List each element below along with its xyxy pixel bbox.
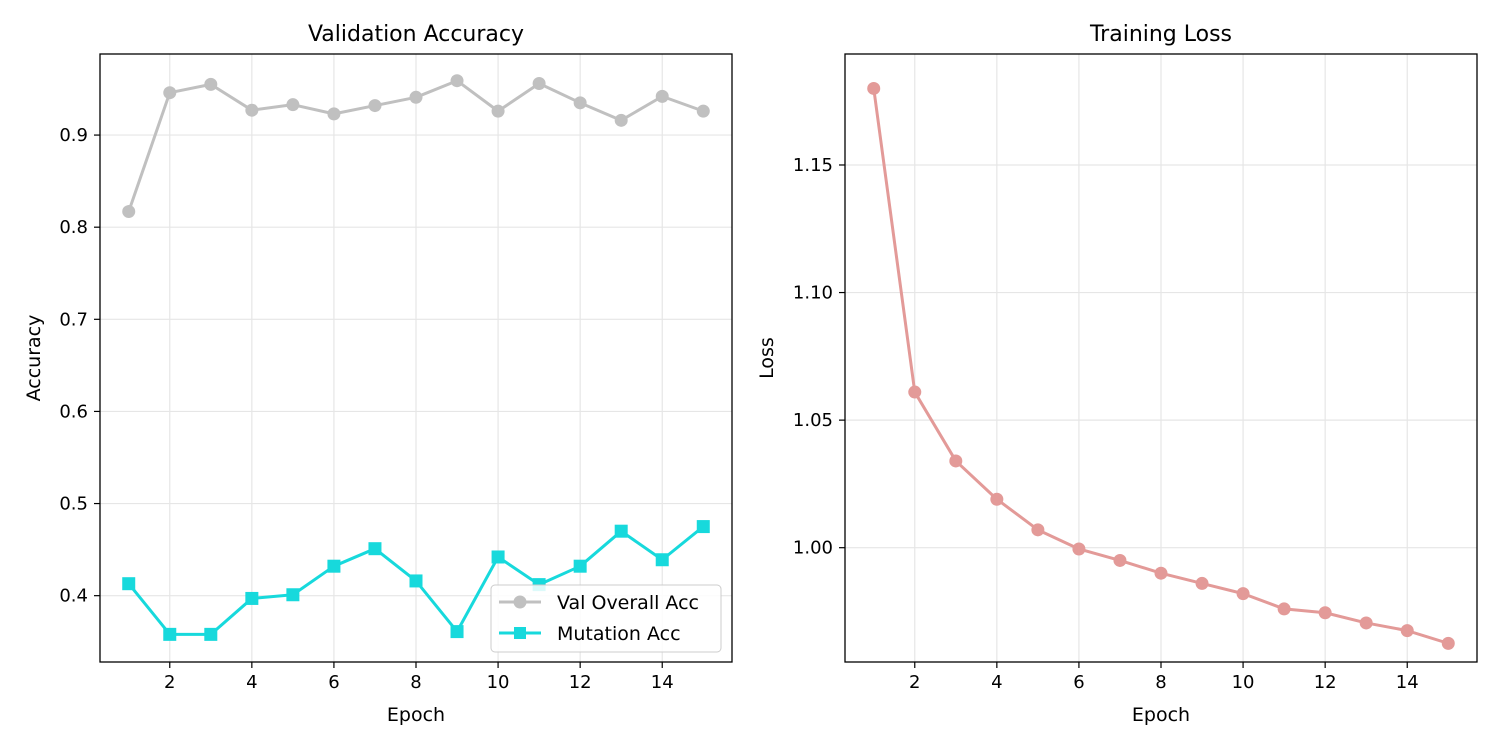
data-point: [696, 104, 710, 118]
data-point: [163, 86, 177, 100]
data-point: [1072, 542, 1086, 556]
data-point: [368, 99, 382, 113]
data-point: [908, 385, 922, 399]
x-tick-label: 10: [1232, 672, 1255, 693]
x-tick-label: 8: [1155, 672, 1166, 693]
accuracy-x-axis-label: Epoch: [387, 704, 445, 726]
legend-label-val-overall-acc: Val Overall Acc: [557, 592, 699, 614]
x-tick-label: 14: [651, 672, 674, 693]
data-point: [204, 627, 218, 641]
data-point: [1441, 636, 1455, 650]
data-point: [949, 454, 963, 468]
data-point: [368, 542, 382, 556]
legend-marker-mutation-acc: [514, 627, 526, 639]
accuracy-y-axis-label: Accuracy: [23, 315, 45, 402]
x-tick-label: 2: [164, 672, 175, 693]
accuracy-x-ticks: 2 4 6 8 10 12 14: [164, 662, 674, 693]
x-tick-label: 14: [1396, 672, 1419, 693]
accuracy-chart: Validation Accuracy 2 4 6 8 10 12 14 0.4 0.5 0.6…: [23, 22, 733, 726]
y-tick-label: 0.7: [59, 309, 88, 330]
loss-x-axis-label: Epoch: [1132, 704, 1190, 726]
legend-label-mutation-acc: Mutation Acc: [557, 623, 681, 645]
accuracy-legend: Val Overall Acc Mutation Acc: [490, 584, 722, 653]
loss-series: [867, 81, 1455, 650]
data-point: [286, 98, 300, 112]
data-point: [409, 574, 423, 588]
y-tick-label: 1.15: [793, 155, 833, 176]
data-point: [614, 113, 628, 127]
data-point: [450, 74, 464, 88]
legend-marker-val-overall-acc: [513, 595, 527, 609]
legend-box: [490, 584, 722, 653]
y-tick-label: 0.5: [59, 494, 88, 515]
loss-chart: Training Loss 2 4 6 8 10 12 14 1.00 1.05 1.10 1.1…: [756, 22, 1478, 726]
data-point: [1195, 576, 1209, 590]
x-tick-label: 4: [246, 672, 257, 693]
data-point: [1031, 523, 1045, 537]
loss-y-axis-label: Loss: [756, 337, 778, 379]
loss-y-ticks: 1.00 1.05 1.10 1.15: [793, 155, 845, 559]
x-tick-label: 6: [1073, 672, 1084, 693]
data-point: [573, 96, 587, 110]
y-tick-label: 0.9: [59, 125, 88, 146]
data-point: [1236, 587, 1250, 601]
loss-x-ticks: 2 4 6 8 10 12 14: [909, 662, 1419, 693]
y-tick-label: 0.6: [59, 401, 88, 422]
data-point: [1277, 602, 1291, 616]
loss-grid: [845, 54, 1477, 662]
y-tick-label: 0.4: [59, 586, 88, 607]
data-point: [1400, 624, 1414, 638]
data-point: [655, 553, 669, 567]
data-point: [327, 107, 341, 121]
data-point: [696, 520, 710, 534]
y-tick-label: 1.05: [793, 410, 833, 431]
x-tick-label: 2: [909, 672, 920, 693]
accuracy-y-ticks: 0.4 0.5 0.6 0.7 0.8 0.9: [59, 125, 100, 607]
accuracy-series: [122, 74, 710, 641]
loss-chart-title: Training Loss: [1089, 22, 1232, 47]
data-point: [245, 103, 259, 117]
data-point: [990, 492, 1004, 506]
y-tick-label: 1.10: [793, 283, 833, 304]
data-point: [1154, 566, 1168, 580]
data-point: [286, 588, 300, 602]
y-tick-label: 1.00: [793, 538, 833, 559]
data-point: [1113, 553, 1127, 567]
x-tick-label: 10: [487, 672, 510, 693]
data-point: [122, 577, 136, 591]
data-point: [614, 524, 628, 538]
data-point: [532, 76, 546, 90]
y-tick-label: 0.8: [59, 217, 88, 238]
data-point: [867, 81, 881, 95]
data-point: [491, 550, 505, 564]
x-tick-label: 8: [410, 672, 421, 693]
data-point: [245, 591, 259, 605]
accuracy-chart-title: Validation Accuracy: [308, 22, 524, 47]
data-point: [450, 625, 464, 639]
data-point: [163, 627, 177, 641]
x-tick-label: 12: [569, 672, 592, 693]
x-tick-label: 6: [328, 672, 339, 693]
data-point: [655, 89, 669, 103]
data-point: [409, 90, 423, 104]
data-point: [327, 559, 341, 573]
x-tick-label: 4: [991, 672, 1002, 693]
data-point: [573, 559, 587, 573]
data-point: [1359, 616, 1373, 630]
data-point: [204, 77, 218, 91]
data-point: [122, 205, 136, 219]
data-point: [491, 104, 505, 118]
accuracy-grid: [100, 54, 732, 662]
data-point: [1318, 606, 1332, 620]
x-tick-label: 12: [1314, 672, 1337, 693]
